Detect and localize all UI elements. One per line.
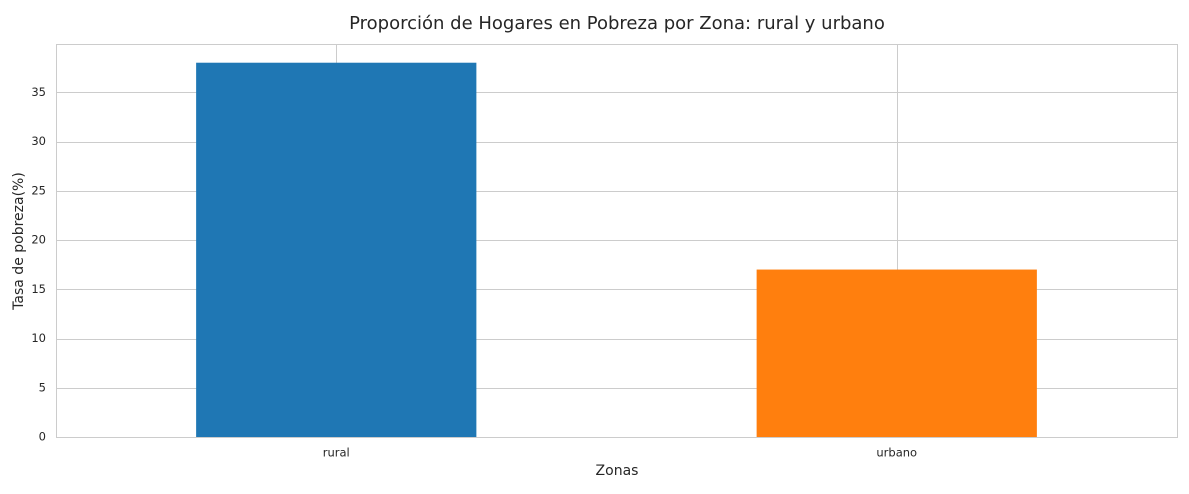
y-tick-label: 25 xyxy=(31,183,46,197)
x-axis-label: Zonas xyxy=(596,463,639,479)
y-tick-label: 20 xyxy=(31,233,46,247)
x-tick-labels: rural urbano xyxy=(323,446,917,460)
y-tick-label: 30 xyxy=(31,134,46,148)
y-tick-label: 35 xyxy=(31,85,46,99)
bar-rural xyxy=(196,62,477,437)
y-tick-label: 15 xyxy=(31,282,46,296)
y-tick-label: 10 xyxy=(31,331,46,345)
plot-frame xyxy=(56,44,1178,438)
y-tick-label: 5 xyxy=(39,380,46,394)
x-tick-label: urbano xyxy=(876,446,917,460)
y-axis-label: Tasa de pobreza(%) xyxy=(11,172,27,311)
y-tick-labels: 0 5 10 15 20 25 30 35 xyxy=(31,85,46,444)
bar-urbano xyxy=(756,269,1037,437)
y-tick-label: 0 xyxy=(39,430,46,444)
chart-title: Proporción de Hogares en Pobreza por Zon… xyxy=(349,13,885,34)
bar-layer xyxy=(196,62,1037,437)
x-tick-label: rural xyxy=(323,446,350,460)
